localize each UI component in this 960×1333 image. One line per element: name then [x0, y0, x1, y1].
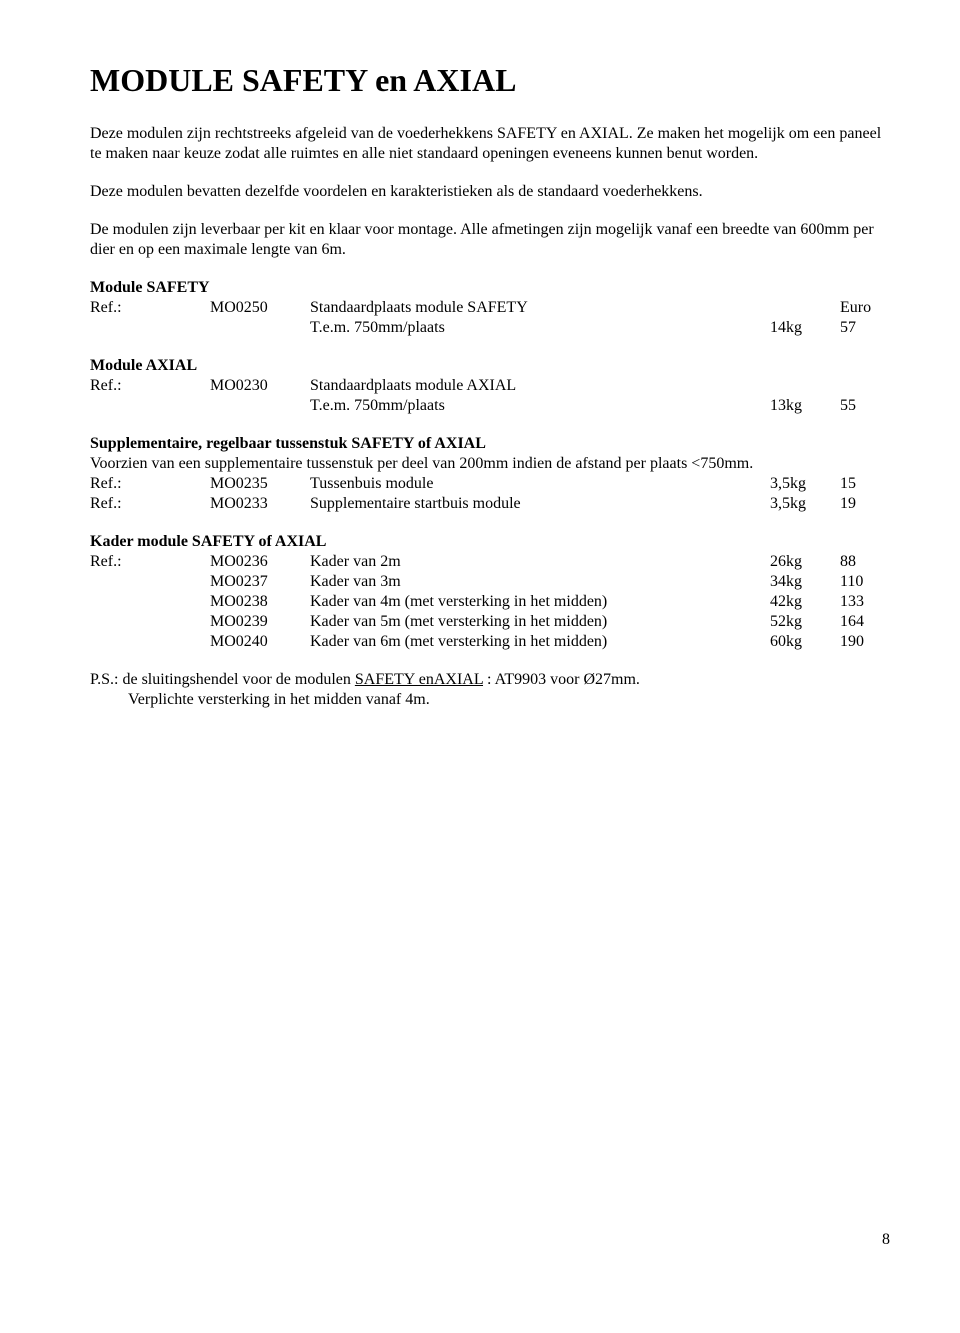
- module-safety-heading: Module SAFETY: [90, 278, 890, 298]
- kader-row-3: MO0238 Kader van 4m (met versterking in …: [90, 592, 890, 612]
- product-desc: Kader van 5m (met versterking in het mid…: [310, 612, 770, 632]
- module-safety-row-1: Ref.: MO0250 Standaardplaats module SAFE…: [90, 298, 890, 318]
- product-weight: 26kg: [770, 552, 840, 572]
- product-desc: Kader van 4m (met versterking in het mid…: [310, 592, 770, 612]
- product-code: MO0238: [210, 592, 310, 612]
- product-weight: [770, 298, 840, 318]
- product-desc: Standaardplaats module SAFETY: [310, 298, 770, 318]
- ref-label: Ref.:: [90, 376, 210, 396]
- ps-prefix: P.S.: de sluitingshendel voor de modulen: [90, 671, 355, 688]
- intro-paragraph-2: Deze modulen bevatten dezelfde voordelen…: [90, 182, 890, 202]
- ref-label: Ref.:: [90, 494, 210, 514]
- ps-underlined: SAFETY enAXIAL: [355, 671, 483, 688]
- product-desc: Kader van 3m: [310, 572, 770, 592]
- supplementaire-row-2: Ref.: MO0233 Supplementaire startbuis mo…: [90, 494, 890, 514]
- ref-label: Ref.:: [90, 298, 210, 318]
- product-price: 110: [840, 572, 890, 592]
- product-desc: Kader van 2m: [310, 552, 770, 572]
- product-price: 88: [840, 552, 890, 572]
- product-weight: 3,5kg: [770, 494, 840, 514]
- product-price: 19: [840, 494, 890, 514]
- product-desc: T.e.m. 750mm/plaats: [310, 318, 770, 338]
- ps-line-1: P.S.: de sluitingshendel voor de modulen…: [90, 670, 890, 690]
- product-code: MO0237: [210, 572, 310, 592]
- ps-suffix: : AT9903 voor Ø27mm.: [483, 671, 640, 688]
- module-axial-heading: Module AXIAL: [90, 356, 890, 376]
- product-price: 164: [840, 612, 890, 632]
- supplementaire-heading: Supplementaire, regelbaar tussenstuk SAF…: [90, 434, 890, 454]
- product-desc: Standaardplaats module AXIAL: [310, 376, 770, 396]
- module-axial-row-2: T.e.m. 750mm/plaats 13kg 55: [90, 396, 890, 416]
- product-code: MO0236: [210, 552, 310, 572]
- product-price: 190: [840, 632, 890, 652]
- product-price: 55: [840, 396, 890, 416]
- product-price: 133: [840, 592, 890, 612]
- product-weight: 42kg: [770, 592, 840, 612]
- product-price: 57: [840, 318, 890, 338]
- product-desc: Tussenbuis module: [310, 474, 770, 494]
- product-code: MO0250: [210, 298, 310, 318]
- module-axial-row-1: Ref.: MO0230 Standaardplaats module AXIA…: [90, 376, 890, 396]
- supplementaire-note: Voorzien van een supplementaire tussenst…: [90, 454, 890, 474]
- page-number: 8: [90, 1230, 890, 1250]
- product-code: MO0240: [210, 632, 310, 652]
- product-code: MO0230: [210, 376, 310, 396]
- supplementaire-row-1: Ref.: MO0235 Tussenbuis module 3,5kg 15: [90, 474, 890, 494]
- product-code: MO0235: [210, 474, 310, 494]
- product-weight: 34kg: [770, 572, 840, 592]
- kader-row-5: MO0240 Kader van 6m (met versterking in …: [90, 632, 890, 652]
- ref-label: Ref.:: [90, 474, 210, 494]
- euro-label: Euro: [840, 298, 890, 318]
- kader-row-2: MO0237 Kader van 3m 34kg 110: [90, 572, 890, 592]
- ref-label: Ref.:: [90, 552, 210, 572]
- kader-row-1: Ref.: MO0236 Kader van 2m 26kg 88: [90, 552, 890, 572]
- product-weight: 60kg: [770, 632, 840, 652]
- intro-paragraph-1: Deze modulen zijn rechtstreeks afgeleid …: [90, 124, 890, 164]
- intro-paragraph-3: De modulen zijn leverbaar per kit en kla…: [90, 220, 890, 260]
- product-weight: 52kg: [770, 612, 840, 632]
- page-title: MODULE SAFETY en AXIAL: [90, 60, 890, 100]
- product-code: MO0233: [210, 494, 310, 514]
- ps-line-2: Verplichte versterking in het midden van…: [90, 690, 890, 710]
- kader-row-4: MO0239 Kader van 5m (met versterking in …: [90, 612, 890, 632]
- kader-heading: Kader module SAFETY of AXIAL: [90, 532, 890, 552]
- product-weight: 13kg: [770, 396, 840, 416]
- product-price: 15: [840, 474, 890, 494]
- product-desc: Supplementaire startbuis module: [310, 494, 770, 514]
- module-safety-row-2: T.e.m. 750mm/plaats 14kg 57: [90, 318, 890, 338]
- product-desc: T.e.m. 750mm/plaats: [310, 396, 770, 416]
- product-weight: 3,5kg: [770, 474, 840, 494]
- product-desc: Kader van 6m (met versterking in het mid…: [310, 632, 770, 652]
- product-code: MO0239: [210, 612, 310, 632]
- product-weight: 14kg: [770, 318, 840, 338]
